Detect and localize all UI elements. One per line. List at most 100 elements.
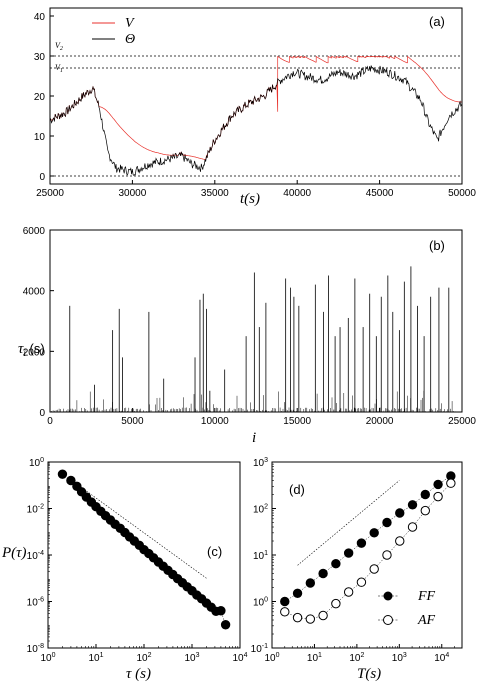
b-xtick-label-5: 25000: [448, 416, 476, 427]
v1-ref-label: V1: [55, 63, 63, 74]
c-point-0-0: [57, 469, 68, 479]
panel-a-label: (a): [429, 14, 445, 29]
c-point-0-32: [216, 606, 226, 616]
interval-noise-spikes: [51, 390, 456, 412]
panel-b-ticks: 0 5000 10000 15000 20000 25000 0 2000 4000 6000: [23, 226, 477, 427]
d-point-0-12: [433, 479, 443, 490]
d-point-1-11: [420, 505, 431, 516]
d-ytick-label-2: 101: [253, 550, 268, 562]
b-xtick-label-2: 10000: [201, 416, 229, 427]
b-ytick-label-0: 0: [39, 408, 45, 419]
panel-d-legend: FF AF: [378, 589, 436, 628]
a-xtick-label-0: 25000: [36, 188, 64, 199]
panel-c-ylabel: P(τ): [1, 545, 27, 561]
a-xtick-label-5: 50000: [448, 188, 476, 199]
d-point-0-1: [292, 588, 303, 599]
d-point-1-5: [343, 587, 354, 597]
panel-c-plot: [57, 469, 231, 630]
c-ytick-label-1: 10-6: [27, 597, 44, 609]
series-v-line: [49, 55, 462, 160]
c-xtick-label-0: 100: [40, 652, 55, 664]
panel-b-xlabel: i: [252, 430, 256, 446]
panel-a-legend: V Θ: [92, 16, 135, 47]
legend-af-label: AF: [417, 613, 436, 628]
d-point-1-4: [331, 598, 341, 609]
d-point-0-0: [280, 596, 290, 607]
d-xtick-label-1: 101: [307, 652, 322, 664]
b-xtick-label-0: 0: [47, 416, 53, 427]
d-point-0-2: [305, 578, 316, 588]
d-xtick-label-4: 104: [434, 652, 449, 664]
d-ytick-label-3: 102: [253, 504, 268, 516]
panel-d-plot: [280, 471, 456, 624]
c-ytick-label-3: 10-2: [27, 504, 44, 516]
legend-ff-marker: [383, 591, 393, 601]
b-ytick-label-1: 2000: [23, 347, 46, 358]
b-xtick-label-1: 5000: [121, 416, 144, 427]
b-xtick-label-3: 15000: [283, 416, 311, 427]
d-point-1-6: [356, 577, 367, 587]
d-point-1-0: [280, 607, 290, 617]
d-xtick-label-3: 103: [392, 652, 407, 664]
d-ytick-label-4: 103: [253, 457, 268, 469]
a-xtick-label-2: 35000: [201, 188, 229, 199]
d-point-0-11: [420, 489, 431, 500]
panel-d-xlabel: T(s): [357, 666, 381, 682]
d-point-1-3: [318, 610, 328, 621]
d-ytick-label-1: 100: [253, 597, 268, 609]
d-xtick-label-2: 102: [349, 652, 364, 664]
series-theta-line: [49, 65, 462, 176]
c-ytick-label-0: 10-8: [27, 643, 44, 655]
d-point-0-10: [407, 500, 418, 510]
a-ytick-label-3: 30: [34, 52, 46, 63]
a-ytick-label-2: 20: [34, 92, 46, 103]
legend-v-label: V: [125, 16, 135, 31]
d-point-1-1: [292, 612, 303, 623]
d-point-0-4: [331, 558, 341, 569]
d-point-1-8: [382, 550, 392, 560]
c-point-0-33: [220, 620, 231, 630]
c-xtick-label-4: 104: [232, 652, 247, 664]
c-point-0-1: [66, 475, 76, 486]
c-ytick-label-4: 100: [29, 457, 44, 469]
panel-a: 25000 30000 35000 40000 45000 50000010203040 …: [34, 7, 476, 207]
d-point-0-6: [356, 538, 367, 548]
panel-c-label: (c): [207, 544, 222, 559]
d-point-0-8: [382, 517, 392, 528]
panel-a-xlabel: t(s): [240, 191, 260, 207]
panel-b-label: (b): [429, 238, 445, 253]
b-xtick-label-4: 20000: [366, 416, 394, 427]
d-point-0-5: [343, 548, 354, 558]
b-ytick-label-2: 4000: [23, 287, 46, 298]
d-point-0-9: [395, 508, 405, 518]
d-ytick-label-0: 10-1: [251, 643, 268, 655]
c-xtick-label-1: 101: [88, 652, 103, 664]
panel-a-frame: [49, 7, 463, 185]
d-xtick-label-0: 100: [264, 652, 279, 664]
legend-theta-label: Θ: [125, 32, 135, 47]
legend-ff-label: FF: [417, 589, 436, 604]
a-ytick-label-1: 10: [34, 132, 46, 143]
a-ytick-label-0: 0: [39, 172, 45, 183]
d-guide-line: [297, 480, 400, 566]
a-xtick-label-3: 40000: [283, 188, 311, 199]
panel-c: 100 101 102 103 104 10-8 10-6 10-4 10-2 100 (c) τ…: [1, 457, 248, 682]
panel-b-ylabel: τi (s): [18, 341, 45, 358]
panel-b: 0 5000 10000 15000 20000 25000 0 2000 4000 6000 (…: [18, 226, 476, 446]
legend-af-marker: [383, 615, 393, 625]
panel-c-xlabel: τ (s): [126, 666, 151, 682]
d-point-1-2: [305, 614, 316, 624]
d-point-0-7: [369, 528, 379, 538]
d-point-1-12: [433, 491, 443, 502]
panel-c-ticks: 100 101 102 103 104 10-8 10-6 10-4 10-2 100: [27, 457, 248, 664]
panel-b-frame: [49, 229, 463, 413]
d-point-1-13: [446, 478, 456, 488]
d-point-0-3: [318, 568, 328, 579]
c-xtick-label-2: 102: [136, 652, 151, 664]
c-guide-line: [81, 487, 207, 579]
d-point-1-9: [395, 536, 405, 546]
d-point-1-7: [369, 564, 379, 574]
